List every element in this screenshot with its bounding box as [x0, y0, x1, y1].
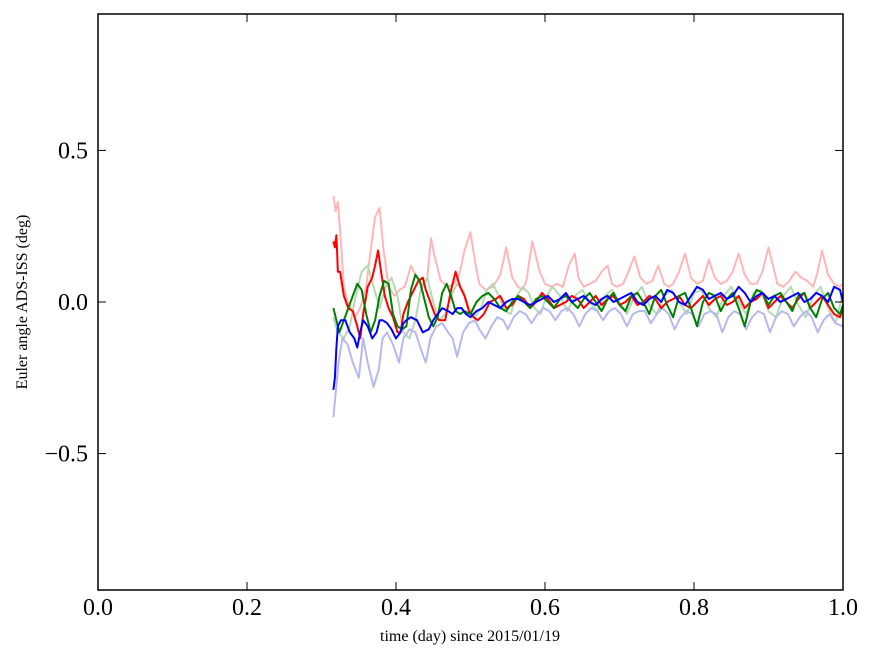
y-tick-label: 0.5 [58, 138, 88, 164]
x-tick-label: 0.4 [381, 595, 411, 621]
x-tick-label: 0.6 [530, 595, 560, 621]
series-layer [332, 195, 844, 418]
x-tick-label: 0.0 [83, 595, 113, 621]
series-line-3 [332, 307, 844, 418]
series-line-4 [332, 234, 844, 340]
x-tick-label: 0.8 [679, 595, 709, 621]
series-line-5 [332, 273, 844, 334]
series-line-6 [332, 285, 844, 391]
series-line-1 [332, 195, 844, 319]
x-tick-label: 1.0 [828, 595, 858, 621]
y-tick-label: 0.0 [58, 290, 88, 316]
x-tick-label: 0.2 [232, 595, 262, 621]
y-axis-label: Euler angle ADS-ISS (deg) [14, 215, 31, 390]
y-tick-label: −0.5 [44, 442, 88, 468]
x-axis-label: time (day) since 2015/01/19 [380, 628, 560, 645]
ticks-layer: 0.0 0.2 0.4 0.6 0.8 1.0 0.5 0.0 −0.5 [44, 14, 858, 621]
